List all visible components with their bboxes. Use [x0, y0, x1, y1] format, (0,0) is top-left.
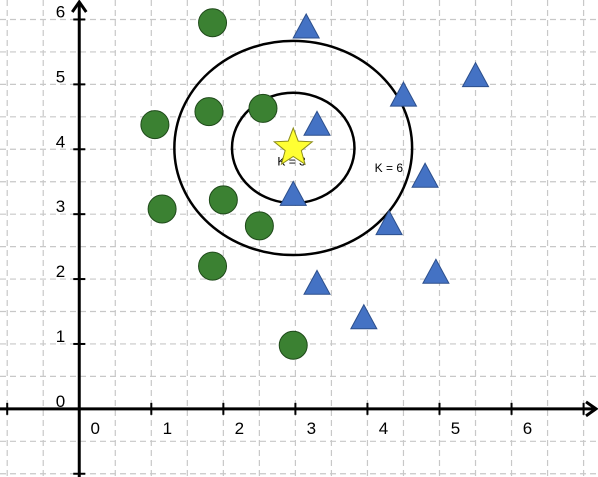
- x-tick-label: 5: [451, 419, 460, 438]
- x-tick-label: 0: [91, 419, 100, 438]
- y-axis-arrow: [71, 0, 88, 13]
- y-tick-label: 3: [56, 197, 65, 216]
- y-tick-label: 6: [56, 2, 65, 21]
- x-tick-label: 6: [523, 419, 532, 438]
- x-axis-arrow: [585, 400, 598, 418]
- green-circle-point: [147, 194, 177, 224]
- y-tick-label: 2: [56, 262, 65, 281]
- x-tick-label: 4: [379, 419, 388, 438]
- green-circle-point: [198, 251, 228, 281]
- y-tick-label: 1: [56, 327, 65, 346]
- y-tick-label: 4: [56, 132, 65, 151]
- blue-triangle-point: [279, 180, 308, 206]
- y-tick-label: 0: [56, 392, 65, 411]
- blue-triangle-point: [292, 12, 321, 39]
- data-points: [140, 8, 490, 360]
- x-tick-label: 2: [235, 419, 244, 438]
- blue-triangle-point: [389, 81, 418, 107]
- blue-triangle-point: [303, 110, 331, 136]
- x-tick-label: 1: [163, 419, 172, 438]
- green-circle-point: [208, 185, 238, 215]
- x-tick-label: 3: [307, 419, 316, 438]
- query-star-point: [272, 126, 314, 166]
- blue-triangle-point: [350, 303, 378, 330]
- blue-triangle-point: [303, 269, 331, 295]
- blue-triangle-point: [422, 258, 450, 284]
- green-circle-point: [248, 93, 278, 123]
- y-tick-label: 5: [56, 67, 65, 86]
- k-label: K = 6: [375, 161, 404, 175]
- k-circle: [173, 39, 414, 257]
- green-circle-point: [194, 97, 224, 127]
- blue-triangle-point: [375, 209, 403, 236]
- green-circle-point: [198, 8, 228, 38]
- blue-triangle-point: [461, 61, 490, 88]
- green-circle-point: [140, 110, 170, 140]
- green-circle-point: [244, 211, 274, 241]
- blue-triangle-point: [411, 162, 439, 188]
- green-circle-point: [278, 330, 308, 360]
